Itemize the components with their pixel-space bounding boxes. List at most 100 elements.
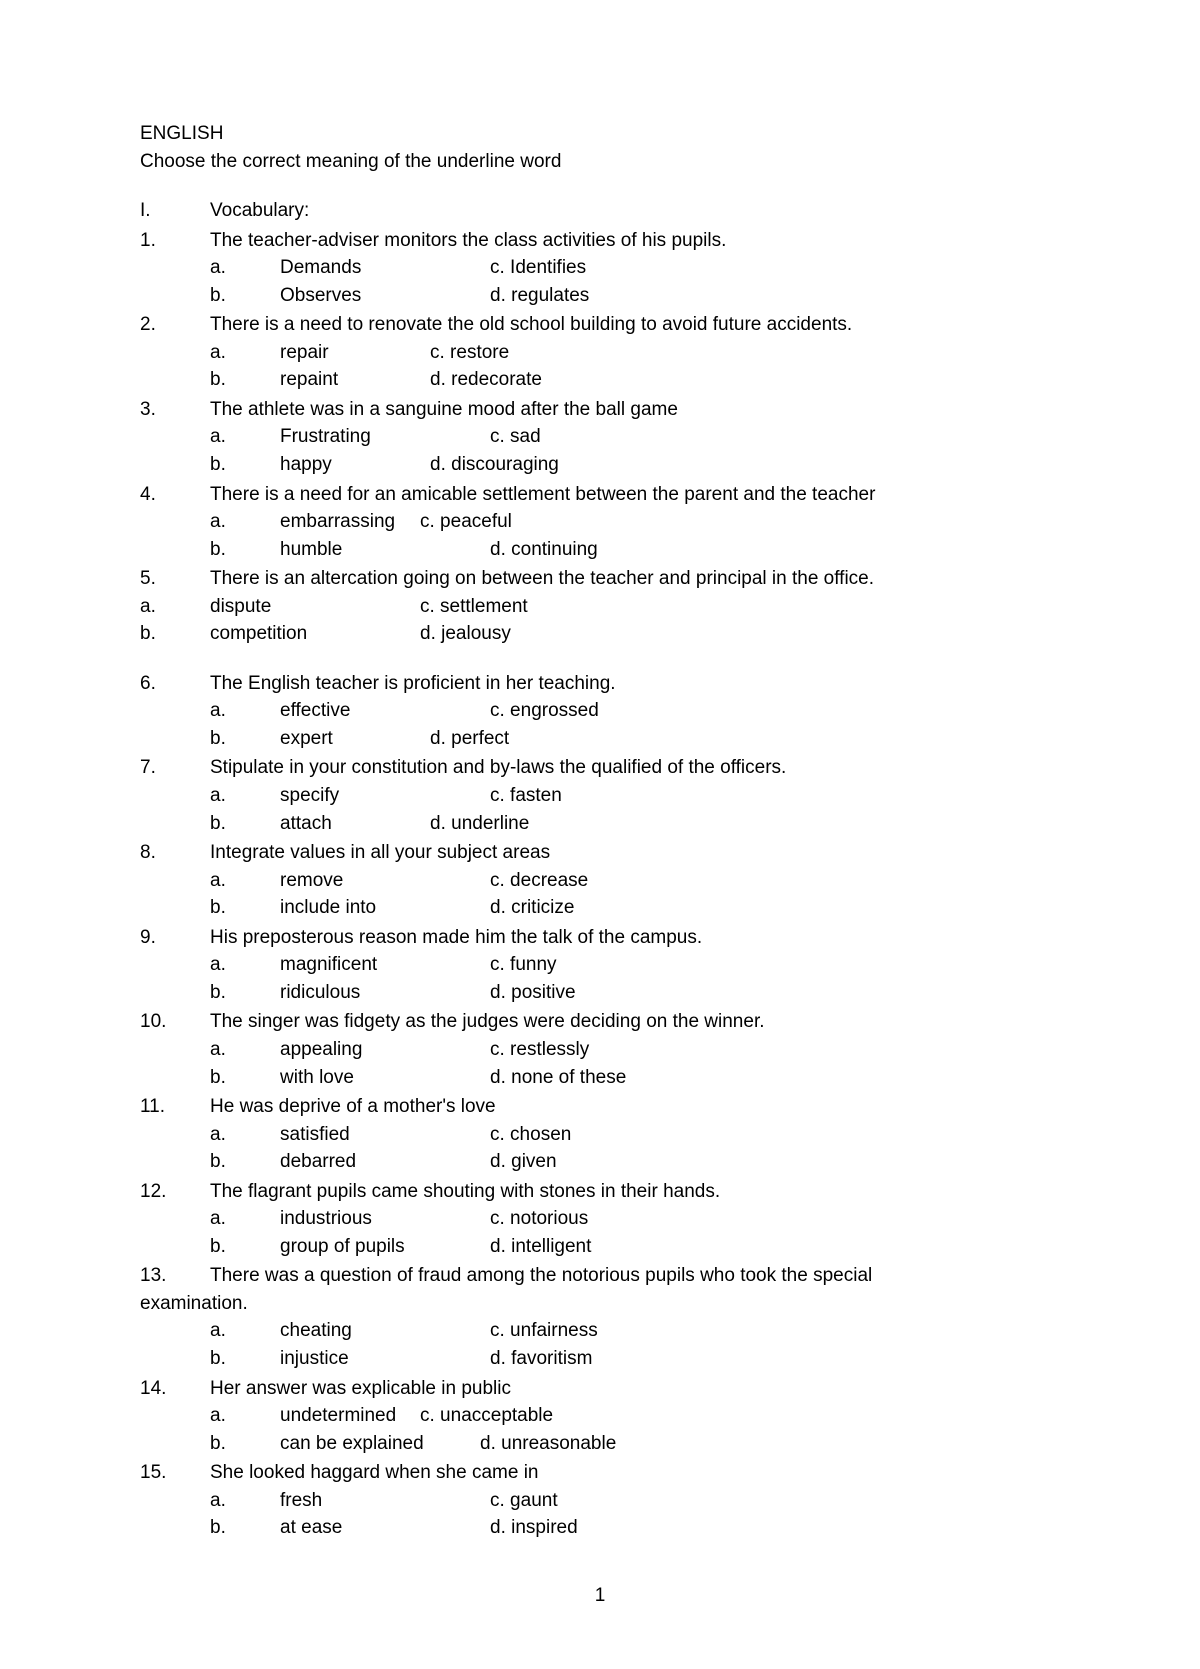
option-text: cheating [280,1317,490,1345]
option-letter: b. [210,810,280,838]
option-alt: d. criticize [490,894,574,922]
option-line: a.undeterminedc. unacceptable [140,1402,1060,1430]
option-line: b.repaintd. redecorate [140,366,1060,394]
question-line: 3.The athlete was in a sanguine mood aft… [140,396,1060,424]
option-text: happy [280,451,430,479]
question-text: Her answer was explicable in public [210,1375,1060,1403]
option-letter: b. [210,894,280,922]
option-line: b.group of pupilsd. intelligent [140,1233,1060,1261]
question-line: 4.There is a need for an amicable settle… [140,481,1060,509]
option-text: undetermined [280,1402,420,1430]
option-alt: d. regulates [490,282,589,310]
question-line: 15. She looked haggard when she came in [140,1459,1060,1487]
option-line: a.specifyc. fasten [140,782,1060,810]
option-line: b.happyd. discouraging [140,451,1060,479]
option-line: a.appealingc. restlessly [140,1036,1060,1064]
option-line: a.cheatingc. unfairness [140,1317,1060,1345]
question-line: 7.Stipulate in your constitution and by-… [140,754,1060,782]
option-alt: d. given [490,1148,557,1176]
question-line: 12. The flagrant pupils came shouting wi… [140,1178,1060,1206]
question-text: There was a question of fraud among the … [210,1262,1060,1290]
question-block: 7.Stipulate in your constitution and by-… [140,754,1060,837]
option-line: a.satisfiedc. chosen [140,1121,1060,1149]
option-alt: d. discouraging [430,451,559,479]
question-block: 4.There is a need for an amicable settle… [140,481,1060,564]
option-alt: c. funny [490,951,557,979]
option-letter: b. [210,451,280,479]
option-alt: c. settlement [420,593,528,621]
option-alt: c. sad [490,423,541,451]
option-letter: a. [210,951,280,979]
question-number: 4. [140,481,210,509]
option-alt: c. unacceptable [420,1402,553,1430]
question-line: 14. Her answer was explicable in public [140,1375,1060,1403]
question-line: 2.There is a need to renovate the old sc… [140,311,1060,339]
question-number: 14. [140,1375,210,1403]
question-block: 12. The flagrant pupils came shouting wi… [140,1178,1060,1261]
option-alt: c. gaunt [490,1487,558,1515]
option-text: injustice [280,1345,490,1373]
question-line: 13. There was a question of fraud among … [140,1262,1060,1290]
questions-container: 1.The teacher-adviser monitors the class… [140,227,1060,1542]
question-text: The English teacher is proficient in her… [210,670,1060,698]
option-text: repaint [280,366,430,394]
option-text: competition [210,620,420,648]
question-text: She looked haggard when she came in [210,1459,1060,1487]
option-letter: a. [210,1487,280,1515]
section-roman: I. [140,197,210,225]
question-number: 10. [140,1008,210,1036]
question-number: 11. [140,1093,210,1121]
option-line: b.ridiculousd. positive [140,979,1060,1007]
option-letter: a. [210,1121,280,1149]
option-alt: c. Identifies [490,254,586,282]
option-text: industrious [280,1205,490,1233]
option-alt: d. redecorate [430,366,542,394]
question-text: The athlete was in a sanguine mood after… [210,396,1060,424]
option-line: b.can be explainedd. unreasonable [140,1430,1060,1458]
option-text: expert [280,725,430,753]
option-line: a.freshc. gaunt [140,1487,1060,1515]
option-text: debarred [280,1148,490,1176]
question-text: There is an altercation going on between… [210,565,1060,593]
option-text: group of pupils [280,1233,490,1261]
option-text: attach [280,810,430,838]
option-letter: b. [210,1345,280,1373]
question-text: He was deprive of a mother's love [210,1093,1060,1121]
question-number: 3. [140,396,210,424]
question-block: 9.His preposterous reason made him the t… [140,924,1060,1007]
option-letter: a. [210,697,280,725]
option-text: ridiculous [280,979,490,1007]
option-line: b.injusticed. favoritism [140,1345,1060,1373]
question-block: 2.There is a need to renovate the old sc… [140,311,1060,394]
option-line: b.include intod. criticize [140,894,1060,922]
question-text: There is a need for an amicable settleme… [210,481,1060,509]
question-line: 9.His preposterous reason made him the t… [140,924,1060,952]
question-number: 7. [140,754,210,782]
option-letter: a. [210,782,280,810]
option-text: include into [280,894,490,922]
document-header: ENGLISH Choose the correct meaning of th… [140,120,1060,175]
question-number: 6. [140,670,210,698]
option-line: a.removec. decrease [140,867,1060,895]
option-alt: c. chosen [490,1121,571,1149]
option-text: magnificent [280,951,490,979]
option-alt: d. continuing [490,536,598,564]
option-alt: d. favoritism [490,1345,592,1373]
option-alt: d. perfect [430,725,509,753]
option-line: b.humbled. continuing [140,536,1060,564]
question-text: The teacher-adviser monitors the class a… [210,227,1060,255]
question-number: 15. [140,1459,210,1487]
question-block: 11.He was deprive of a mother's lovea.sa… [140,1093,1060,1176]
option-letter: a. [210,254,280,282]
section-label: Vocabulary: [210,197,309,225]
document-instruction: Choose the correct meaning of the underl… [140,148,1060,176]
option-text: humble [280,536,490,564]
option-alt: c. fasten [490,782,562,810]
option-letter: a. [210,1317,280,1345]
question-number: 5. [140,565,210,593]
option-letter: a. [210,1205,280,1233]
option-letter: b. [210,536,280,564]
option-text: effective [280,697,490,725]
question-number: 9. [140,924,210,952]
option-letter: a. [210,423,280,451]
